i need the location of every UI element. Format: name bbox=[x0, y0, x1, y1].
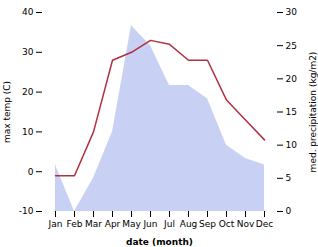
svg-text:15: 15 bbox=[286, 107, 297, 117]
svg-text:Oct: Oct bbox=[219, 219, 235, 229]
svg-text:20: 20 bbox=[22, 87, 34, 97]
svg-text:Sep: Sep bbox=[199, 219, 216, 229]
svg-text:40: 40 bbox=[22, 7, 34, 17]
svg-text:Jul: Jul bbox=[163, 219, 175, 229]
svg-text:10: 10 bbox=[22, 127, 34, 137]
svg-text:Apr: Apr bbox=[105, 219, 121, 229]
svg-text:Aug: Aug bbox=[180, 219, 198, 229]
svg-text:-10: -10 bbox=[19, 206, 34, 216]
svg-text:Mar: Mar bbox=[85, 219, 102, 229]
svg-text:5: 5 bbox=[286, 173, 292, 183]
svg-text:0: 0 bbox=[28, 167, 34, 177]
svg-text:max temp (C): max temp (C) bbox=[2, 81, 12, 143]
svg-text:10: 10 bbox=[286, 140, 298, 150]
svg-text:med. precipitation (kg/m2): med. precipitation (kg/m2) bbox=[308, 52, 318, 173]
svg-text:25: 25 bbox=[286, 41, 297, 51]
svg-text:Dec: Dec bbox=[256, 219, 273, 229]
svg-text:20: 20 bbox=[286, 74, 298, 84]
svg-text:May: May bbox=[122, 219, 141, 229]
svg-text:date (month): date (month) bbox=[126, 237, 193, 247]
svg-text:0: 0 bbox=[286, 206, 292, 216]
svg-text:30: 30 bbox=[286, 7, 298, 17]
svg-text:Nov: Nov bbox=[237, 219, 255, 229]
svg-text:Feb: Feb bbox=[67, 219, 83, 229]
svg-text:Jun: Jun bbox=[142, 219, 157, 229]
svg-text:Jan: Jan bbox=[48, 219, 63, 229]
svg-text:30: 30 bbox=[22, 47, 34, 57]
